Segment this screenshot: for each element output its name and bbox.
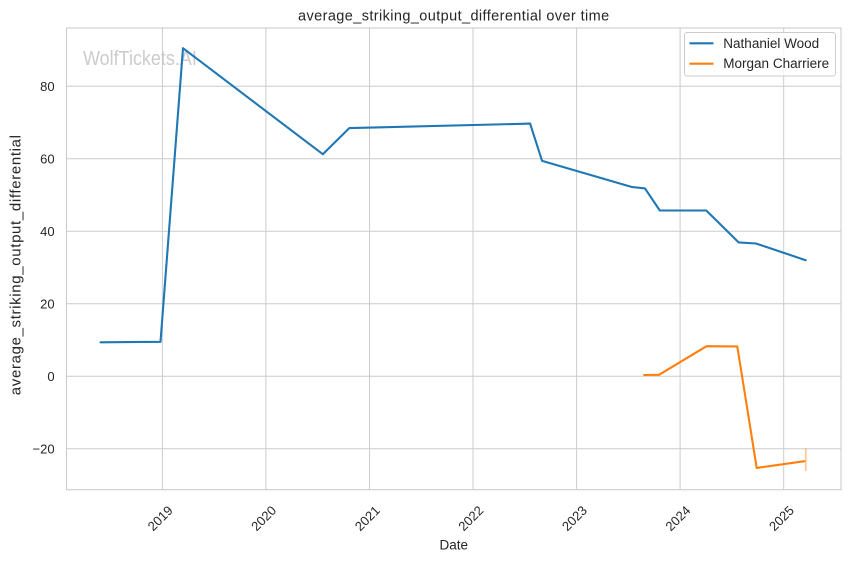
- svg-text:40: 40: [40, 224, 54, 239]
- svg-text:20: 20: [40, 296, 54, 311]
- svg-text:Morgan Charriere: Morgan Charriere: [723, 56, 829, 71]
- svg-text:average_striking_output_differ: average_striking_output_differential ove…: [298, 9, 610, 25]
- svg-text:Nathaniel Wood: Nathaniel Wood: [723, 36, 819, 51]
- svg-text:Date: Date: [440, 538, 469, 553]
- svg-text:−20: −20: [33, 441, 55, 456]
- svg-text:0: 0: [47, 369, 54, 384]
- svg-text:60: 60: [40, 151, 54, 166]
- svg-text:WolfTickets.AI: WolfTickets.AI: [83, 47, 197, 70]
- svg-text:average_striking_output_differ: average_striking_output_differential: [8, 134, 25, 395]
- svg-text:80: 80: [40, 79, 54, 94]
